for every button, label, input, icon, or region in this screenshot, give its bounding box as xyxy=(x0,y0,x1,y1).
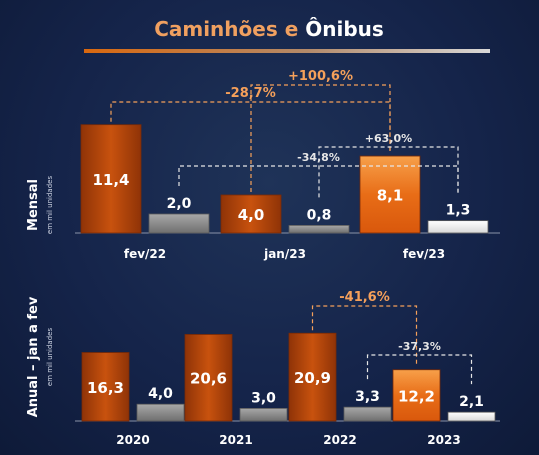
change-bracket xyxy=(366,354,473,385)
category-label-fev-22: fev/22 xyxy=(124,247,166,261)
bus-bar-fev-22 xyxy=(148,213,210,234)
truck-bar-2021 xyxy=(184,334,233,422)
bus-bar-2020 xyxy=(136,403,185,422)
category-label-fev-23: fev/23 xyxy=(403,247,445,261)
truck-bar-2020 xyxy=(81,352,130,422)
bus-bar-fev-23 xyxy=(427,220,489,234)
truck-value-label-jan-23: 4,0 xyxy=(238,206,265,224)
bus-value-label-fev-23: 1,3 xyxy=(446,203,471,219)
truck-bar-jan-23 xyxy=(220,194,282,234)
category-label-2022: 2022 xyxy=(323,433,356,447)
change-percent-label: -37,3% xyxy=(398,340,441,353)
bus-value-label-jan-23: 0,8 xyxy=(307,207,332,223)
category-label-2020: 2020 xyxy=(116,433,149,447)
change-percent-label: +63,0% xyxy=(365,132,412,145)
bus-value-label-2023: 2,1 xyxy=(459,394,484,410)
truck-value-label-2022: 20,9 xyxy=(294,369,331,387)
category-label-jan-23: jan/23 xyxy=(263,247,306,261)
truck-value-label-fev-23: 8,1 xyxy=(377,187,404,205)
change-percent-label: -41,6% xyxy=(339,290,390,305)
title-part-1: Caminhões e xyxy=(154,17,305,41)
bottom-chart-ylabel: Anual – jan a fev xyxy=(26,296,41,417)
chart-title: Caminhões e Ônibus xyxy=(154,17,384,41)
category-label-2021: 2021 xyxy=(219,433,252,447)
truck-value-label-fev-22: 11,4 xyxy=(92,171,129,189)
title-underline xyxy=(84,49,490,53)
change-percent-label: +100,6% xyxy=(288,69,353,84)
top-chart-ylabel-sub: em mil unidades xyxy=(46,176,54,235)
title-part-2: Ônibus xyxy=(305,17,384,41)
bus-value-label-2022: 3,3 xyxy=(355,389,380,405)
truck-bar-fev-22 xyxy=(80,124,142,234)
bus-value-label-2020: 4,0 xyxy=(148,386,173,402)
bottom-chart: 16,3 4,0 2020 20,6 3,0 2021 20,9 3,3 2022 12,2 2,1… xyxy=(81,290,496,447)
bus-bar-2023 xyxy=(447,411,496,422)
change-bracket xyxy=(250,84,391,192)
bottom-chart-ylabel-sub: em mil unidades xyxy=(46,328,54,387)
bus-value-label-fev-22: 2,0 xyxy=(167,196,192,212)
truck-bar-fev-23 xyxy=(359,155,421,234)
bus-bar-jan-23 xyxy=(288,224,350,234)
truck-bar-2022 xyxy=(288,332,337,422)
truck-value-label-2020: 16,3 xyxy=(87,379,124,397)
truck-value-label-2021: 20,6 xyxy=(190,370,227,388)
change-percent-label: -34,8% xyxy=(297,151,340,164)
change-bracket xyxy=(318,146,459,198)
truck-bar-2023 xyxy=(392,369,441,422)
bus-bar-2021 xyxy=(239,407,288,422)
category-label-2023: 2023 xyxy=(427,433,460,447)
truck-value-label-2023: 12,2 xyxy=(398,387,435,405)
bus-bar-2022 xyxy=(343,406,392,422)
bus-value-label-2021: 3,0 xyxy=(251,390,276,406)
change-bracket xyxy=(178,165,459,193)
top-chart-ylabel: Mensal xyxy=(26,179,41,231)
